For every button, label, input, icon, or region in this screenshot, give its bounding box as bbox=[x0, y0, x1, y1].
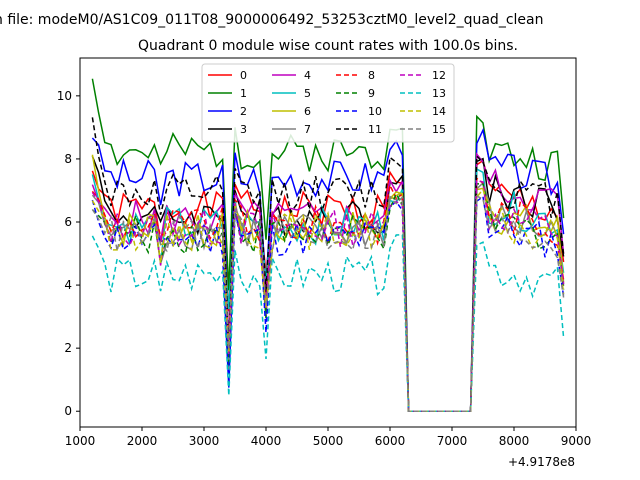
legend-label-10: 10 bbox=[368, 105, 382, 118]
legend-label-8: 8 bbox=[368, 69, 375, 82]
series-line-15 bbox=[91, 194, 565, 412]
series-layer bbox=[91, 78, 565, 412]
plot-title: Quadrant 0 module wise count rates with … bbox=[138, 38, 518, 54]
x-tick-label: 4000 bbox=[251, 434, 282, 448]
x-tick-label: 8000 bbox=[499, 434, 530, 448]
legend-label-3: 3 bbox=[240, 123, 247, 136]
legend-label-0: 0 bbox=[240, 69, 247, 82]
series-line-8 bbox=[91, 176, 565, 412]
series-line-1 bbox=[91, 78, 565, 412]
legend-label-1: 1 bbox=[240, 87, 247, 100]
legend-label-13: 13 bbox=[432, 87, 446, 100]
legend-label-4: 4 bbox=[304, 69, 311, 82]
legend-label-7: 7 bbox=[304, 123, 311, 136]
x-tick-label: 3000 bbox=[189, 434, 220, 448]
x-tick-label: 6000 bbox=[375, 434, 406, 448]
series-line-11 bbox=[91, 117, 565, 412]
legend-label-2: 2 bbox=[240, 105, 247, 118]
y-tick-label: 4 bbox=[64, 278, 72, 292]
x-tick-label: 5000 bbox=[313, 434, 344, 448]
y-tick-label: 2 bbox=[64, 341, 72, 355]
legend-label-11: 11 bbox=[368, 123, 382, 136]
legend-label-12: 12 bbox=[432, 69, 446, 82]
tick-layer: 1000 2000 3000 4000 5000 6000 7000 8000 9000 0 2 4 6… bbox=[57, 89, 592, 448]
legend-label-9: 9 bbox=[368, 87, 375, 100]
legend-label-14: 14 bbox=[432, 105, 446, 118]
x-tick-label: 9000 bbox=[561, 434, 592, 448]
x-tick-label: 2000 bbox=[127, 434, 158, 448]
figure-title: n file: modeM0/AS1C09_011T08_9000006492_… bbox=[0, 12, 543, 28]
legend-label-5: 5 bbox=[304, 87, 311, 100]
y-tick-label: 0 bbox=[64, 404, 72, 418]
series-line-13 bbox=[91, 233, 565, 412]
y-tick-label: 6 bbox=[64, 215, 72, 229]
legend-frame bbox=[201, 63, 455, 143]
x-tick-label: 1000 bbox=[65, 434, 96, 448]
series-line-12 bbox=[91, 179, 565, 412]
x-tick-label: 7000 bbox=[437, 434, 468, 448]
y-tick-label: 10 bbox=[57, 89, 72, 103]
legend-label-15: 15 bbox=[432, 123, 446, 136]
y-tick-label: 8 bbox=[64, 152, 72, 166]
legend-label-6: 6 bbox=[304, 105, 311, 118]
x-offset-label: +4.9178e8 bbox=[508, 455, 575, 469]
series-line-2 bbox=[91, 127, 565, 412]
